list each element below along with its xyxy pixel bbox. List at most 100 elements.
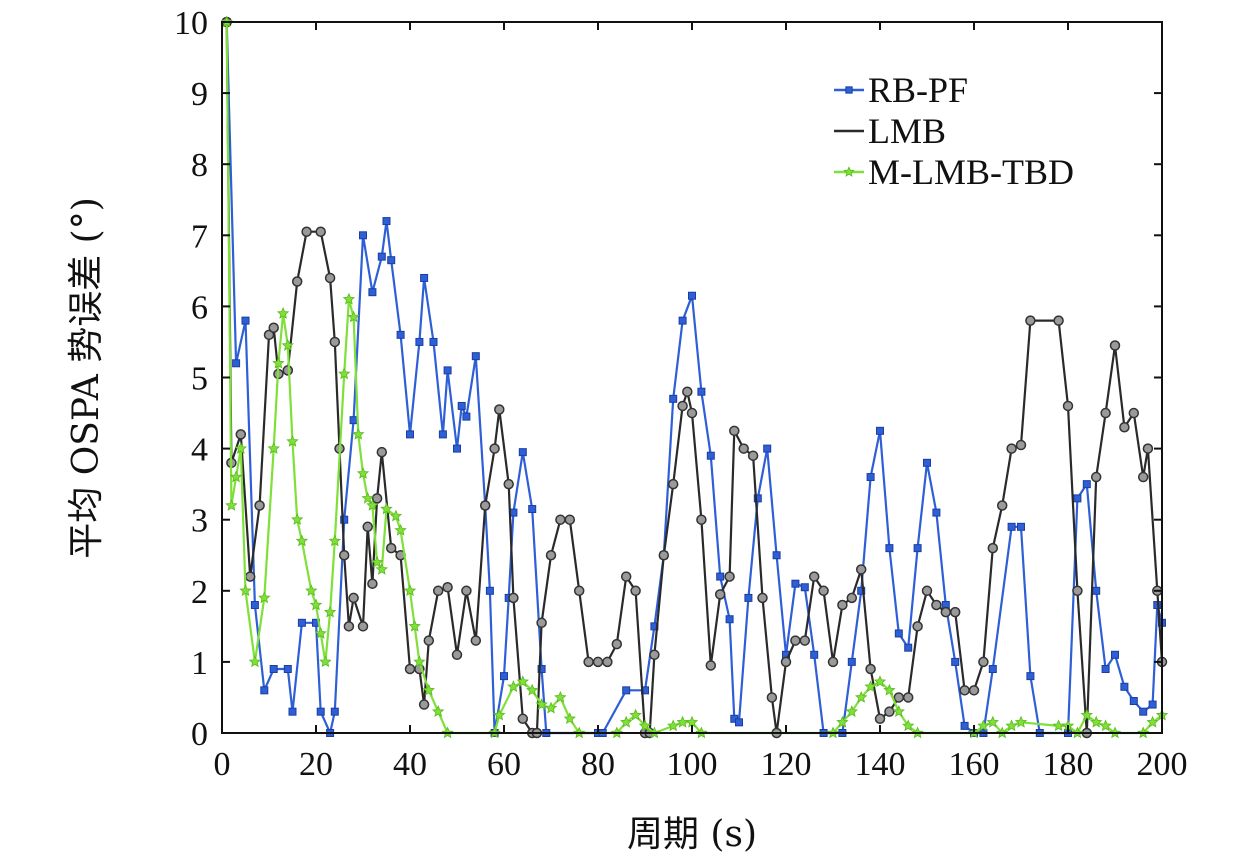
x-tick-label: 80 — [581, 746, 615, 783]
data-point-rb-pf — [260, 686, 269, 695]
data-point-m-lmb-tbd — [864, 680, 877, 693]
data-point-lmb — [385, 542, 397, 554]
y-tick-label: 3 — [191, 503, 208, 540]
data-point-m-lmb-tbd — [258, 591, 271, 604]
data-point-lmb — [667, 478, 679, 490]
data-point-lmb — [432, 585, 444, 597]
data-point-lmb — [921, 585, 933, 597]
data-point-rb-pf — [876, 426, 884, 435]
data-point-lmb — [865, 663, 876, 675]
data-point-lmb — [1142, 443, 1154, 454]
data-point-m-lmb-tbd — [855, 691, 868, 703]
data-point-lmb — [545, 550, 557, 561]
x-axis-title: 周期 (s) — [627, 814, 757, 855]
data-point-lmb — [343, 621, 355, 632]
data-point-m-lmb-tbd — [370, 555, 384, 568]
data-point-lmb — [338, 550, 350, 561]
data-point-m-lmb-tbd — [267, 442, 280, 454]
data-point-lmb — [442, 581, 453, 593]
data-point-lmb — [1025, 315, 1036, 326]
data-point-m-lmb-tbd — [526, 683, 539, 696]
data-point-rb-pf — [772, 551, 781, 560]
data-point-m-lmb-tbd — [1014, 715, 1028, 728]
data-point-lmb — [376, 446, 388, 458]
data-point-rb-pf — [894, 629, 903, 638]
data-point-rb-pf — [725, 615, 734, 624]
data-point-lmb — [503, 478, 514, 490]
data-point-lmb — [329, 336, 341, 348]
data-point-lmb — [968, 685, 980, 696]
data-point-lmb — [818, 585, 829, 597]
data-point-m-lmb-tbd — [380, 502, 393, 515]
data-point-lmb — [254, 500, 265, 511]
data-point-lmb — [235, 429, 247, 440]
data-point-lmb — [1015, 439, 1027, 451]
data-point-m-lmb-tbd — [366, 498, 379, 511]
data-point-lmb — [602, 656, 613, 668]
data-point-rb-pf — [283, 665, 292, 674]
data-point-lmb — [874, 713, 886, 725]
data-point-lmb — [555, 514, 566, 525]
data-point-m-lmb-tbd — [413, 655, 426, 668]
data-point-lmb — [367, 578, 378, 589]
data-point-rb-pf — [269, 665, 278, 674]
data-point-lmb — [489, 443, 500, 454]
data-point-rb-pf — [622, 686, 631, 695]
data-point-m-lmb-tbd — [638, 719, 652, 732]
data-point-rb-pf — [518, 448, 527, 457]
series-lmb — [221, 16, 1168, 739]
plot-frame — [221, 21, 1163, 734]
data-point-lmb — [649, 649, 660, 661]
data-point-m-lmb-tbd — [347, 310, 360, 323]
data-point-m-lmb-tbd — [361, 491, 374, 504]
data-point-m-lmb-tbd — [305, 584, 318, 597]
data-point-rb-pf — [932, 508, 941, 517]
data-point-rb-pf — [528, 505, 537, 514]
data-point-rb-pf — [330, 707, 339, 716]
legend-label-m-lmb-tbd: M-LMB-TBD — [868, 152, 1074, 192]
data-point-lmb — [508, 592, 519, 604]
data-point-lmb — [620, 571, 632, 582]
data-point-rb-pf — [537, 665, 546, 674]
data-point-lmb — [348, 592, 359, 604]
data-point-lmb — [1006, 443, 1017, 454]
data-point-rb-pf — [716, 572, 725, 581]
data-point-lmb — [263, 329, 275, 341]
x-tick-label: 0 — [214, 746, 231, 783]
data-point-lmb — [902, 692, 914, 703]
data-point-m-lmb-tbd — [432, 705, 445, 717]
data-point-lmb — [470, 635, 482, 646]
data-point-rb-pf — [951, 657, 960, 666]
data-point-lmb — [536, 617, 547, 629]
data-point-lmb — [611, 638, 623, 650]
data-point-lmb — [357, 621, 369, 632]
data-point-lmb — [1062, 400, 1074, 412]
data-point-m-lmb-tbd — [507, 680, 520, 693]
data-point-rb-pf — [1101, 665, 1110, 674]
data-point-lmb — [949, 606, 961, 618]
data-point-rb-pf — [1017, 522, 1025, 531]
data-point-lmb — [729, 425, 740, 437]
data-point-m-lmb-tbd — [493, 708, 506, 721]
data-point-lmb — [987, 542, 999, 554]
data-point-m-lmb-tbd — [276, 306, 290, 319]
data-point-rb-pf — [960, 721, 969, 730]
data-point-rb-pf — [457, 401, 466, 410]
data-point-m-lmb-tbd — [352, 427, 365, 440]
data-point-m-lmb-tbd — [554, 691, 567, 703]
data-point-lmb — [583, 656, 594, 668]
data-point-lmb — [996, 500, 1008, 511]
legend-marker-m-lmb-tbd — [843, 166, 855, 177]
data-point-m-lmb-tbd — [408, 619, 421, 632]
data-point-m-lmb-tbd — [389, 509, 403, 522]
data-point-rb-pf — [866, 473, 875, 482]
data-point-m-lmb-tbd — [375, 562, 388, 575]
data-point-rb-pf — [1073, 494, 1082, 503]
data-point-rb-pf — [438, 430, 447, 439]
data-point-rb-pf — [669, 394, 678, 403]
data-point-m-lmb-tbd — [422, 683, 435, 696]
data-point-lmb — [592, 656, 604, 668]
data-point-m-lmb-tbd — [309, 598, 323, 611]
data-point-lmb — [705, 660, 717, 671]
